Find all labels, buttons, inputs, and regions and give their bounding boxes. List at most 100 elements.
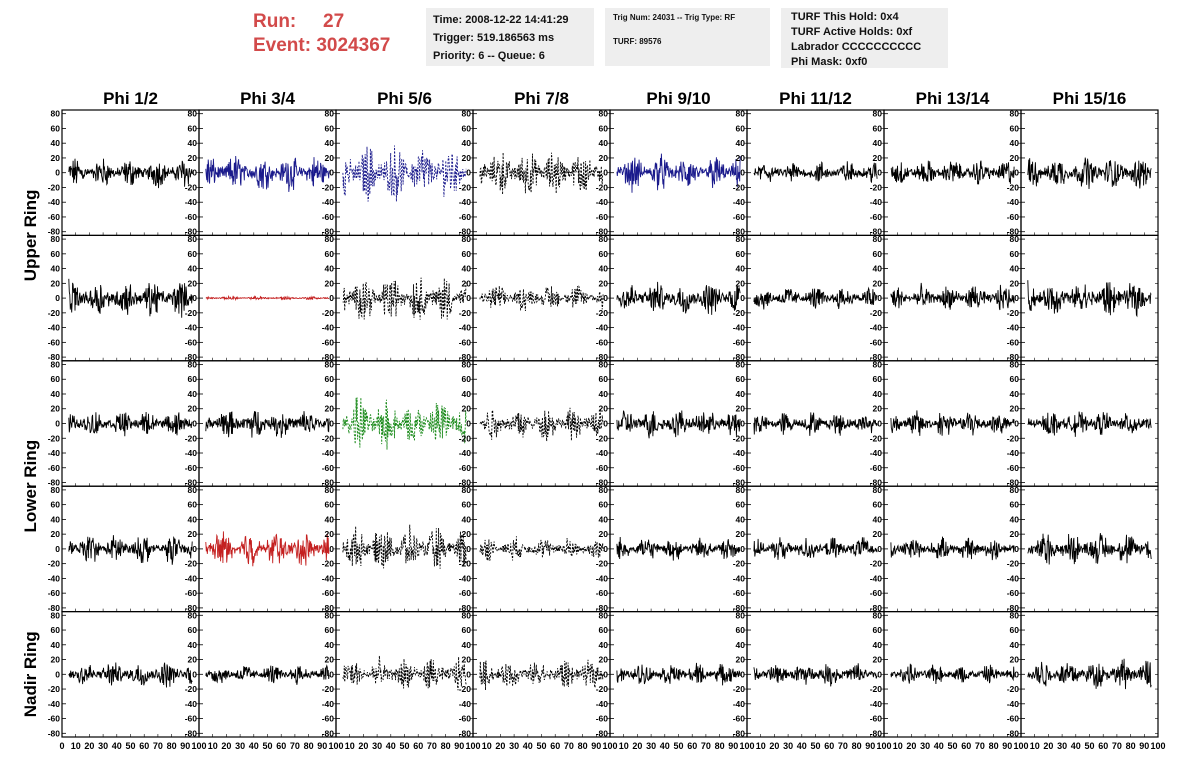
y-tick-label: 40 xyxy=(325,264,335,274)
x-tick-label: 70 xyxy=(427,741,437,751)
y-tick-label: -40 xyxy=(596,323,609,333)
y-tick-label: 0 xyxy=(329,544,334,554)
y-tick-label: 80 xyxy=(51,610,61,620)
x-tick-label: 70 xyxy=(838,741,848,751)
x-tick-label: 30 xyxy=(1057,741,1067,751)
waveform-trace xyxy=(479,536,604,561)
x-tick-label: 10 xyxy=(345,741,355,751)
y-tick-label: 60 xyxy=(325,249,335,259)
y-tick-label: 0 xyxy=(466,419,471,429)
x-tick-label: 10 xyxy=(893,741,903,751)
y-tick-label: 40 xyxy=(1010,138,1020,148)
y-tick-label: 40 xyxy=(462,640,472,650)
y-tick-label: -80 xyxy=(1007,603,1020,613)
y-tick-label: -60 xyxy=(185,337,198,347)
x-tick-label: 30 xyxy=(372,741,382,751)
y-tick-label: -60 xyxy=(1007,714,1020,724)
x-tick-label: 50 xyxy=(125,741,135,751)
y-tick-label: 80 xyxy=(462,234,472,244)
y-tick-label: 80 xyxy=(325,359,335,369)
y-tick-label: 40 xyxy=(325,138,335,148)
y-tick-label: -40 xyxy=(48,197,61,207)
y-tick-label: -60 xyxy=(596,463,609,473)
y-tick-label: 20 xyxy=(51,529,61,539)
x-tick-label: 20 xyxy=(632,741,642,751)
y-tick-label: -20 xyxy=(870,684,883,694)
y-tick-label: -20 xyxy=(185,559,198,569)
y-tick-label: 0 xyxy=(466,669,471,679)
x-tick-label: 100 xyxy=(1150,741,1165,751)
x-tick-label: 50 xyxy=(399,741,409,751)
run-label: Run: xyxy=(253,11,297,32)
ring-label: Nadir Ring xyxy=(21,631,40,717)
y-tick-label: -20 xyxy=(459,559,472,569)
y-tick-label: 20 xyxy=(51,278,61,288)
y-tick-label: -40 xyxy=(459,323,472,333)
y-tick-label: -80 xyxy=(459,227,472,237)
y-tick-label: -60 xyxy=(733,714,746,724)
x-tick-label: 40 xyxy=(1071,741,1081,751)
y-tick-label: -20 xyxy=(1007,559,1020,569)
y-tick-label: -80 xyxy=(185,728,198,738)
y-tick-label: -20 xyxy=(870,559,883,569)
y-tick-label: 40 xyxy=(325,640,335,650)
x-tick-label: 70 xyxy=(701,741,711,751)
y-tick-label: 20 xyxy=(736,278,746,288)
run-event-box: Run: 27 Event: 3024367 xyxy=(253,10,390,58)
y-tick-label: -60 xyxy=(322,714,335,724)
y-tick-label: -60 xyxy=(733,588,746,598)
y-tick-label: -40 xyxy=(185,197,198,207)
waveform-trace xyxy=(1027,280,1152,318)
y-tick-label: 40 xyxy=(51,389,61,399)
x-tick-label: 20 xyxy=(906,741,916,751)
x-tick-label: 40 xyxy=(249,741,259,751)
event-header: Run: 27 Event: 3024367 Time: 2008-12-22 1… xyxy=(0,0,1196,80)
y-tick-label: 60 xyxy=(599,249,609,259)
x-tick-label: 70 xyxy=(975,741,985,751)
y-tick-label: 0 xyxy=(740,419,745,429)
y-tick-label: -80 xyxy=(596,603,609,613)
waveform-trace xyxy=(342,397,467,450)
x-tick-label: 20 xyxy=(495,741,505,751)
y-tick-label: 20 xyxy=(325,655,335,665)
y-tick-label: 80 xyxy=(51,109,61,119)
waveform-trace xyxy=(479,659,604,691)
x-tick-label: 90 xyxy=(180,741,190,751)
y-tick-label: 40 xyxy=(736,640,746,650)
y-tick-label: -20 xyxy=(322,182,335,192)
y-tick-label: -20 xyxy=(596,559,609,569)
y-tick-label: -60 xyxy=(322,337,335,347)
y-tick-label: -40 xyxy=(322,197,335,207)
y-tick-label: 60 xyxy=(462,374,472,384)
y-tick-label: -40 xyxy=(870,448,883,458)
y-tick-label: 20 xyxy=(325,529,335,539)
turf-active-holds-text: TURF Active Holds: 0xf xyxy=(791,26,913,38)
y-tick-label: -40 xyxy=(870,699,883,709)
y-tick-label: 80 xyxy=(599,234,609,244)
y-tick-label: -80 xyxy=(870,603,883,613)
x-tick-label: 40 xyxy=(386,741,396,751)
y-tick-label: -80 xyxy=(596,478,609,488)
y-tick-label: 20 xyxy=(188,529,198,539)
x-tick-label: 40 xyxy=(797,741,807,751)
y-tick-label: 60 xyxy=(51,500,61,510)
y-tick-label: -40 xyxy=(733,323,746,333)
y-tick-label: -20 xyxy=(322,559,335,569)
y-tick-label: -20 xyxy=(185,433,198,443)
y-tick-label: -80 xyxy=(322,728,335,738)
y-tick-label: 0 xyxy=(192,168,197,178)
y-tick-label: 80 xyxy=(188,359,198,369)
y-tick-label: -80 xyxy=(596,728,609,738)
y-tick-label: -60 xyxy=(48,337,61,347)
y-tick-label: 0 xyxy=(1014,293,1019,303)
y-tick-label: 40 xyxy=(462,514,472,524)
y-tick-label: 80 xyxy=(873,485,883,495)
waveform-trace xyxy=(68,662,193,688)
x-tick-label: 20 xyxy=(84,741,94,751)
x-tick-label: 80 xyxy=(578,741,588,751)
x-tick-label: 10 xyxy=(71,741,81,751)
x-tick-label: 60 xyxy=(550,741,560,751)
y-tick-label: -60 xyxy=(185,588,198,598)
y-tick-label: -80 xyxy=(733,728,746,738)
x-tick-label: 90 xyxy=(1139,741,1149,751)
